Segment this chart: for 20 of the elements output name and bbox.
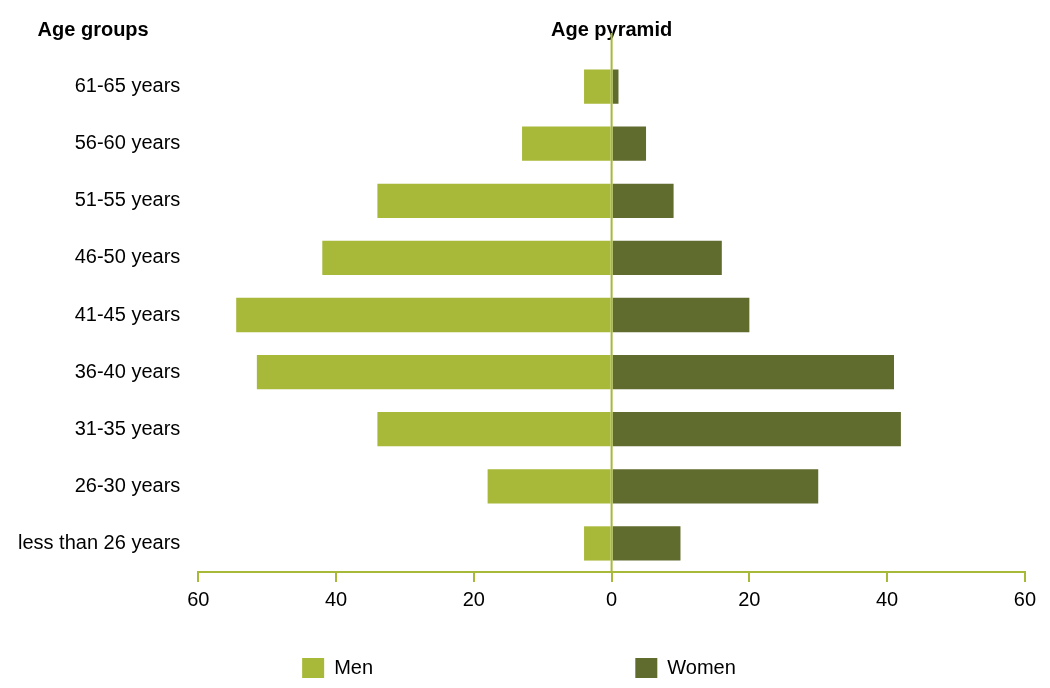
y-tick-label: 41-45 years — [74, 302, 181, 325]
chart-title: Age pyramid — [551, 18, 673, 40]
x-tick-label: 60 — [187, 587, 210, 610]
legend-label: Women — [667, 655, 736, 678]
y-tick-label: 51-55 years — [74, 188, 181, 211]
x-tick-label: 20 — [738, 587, 761, 610]
x-tick-label: 60 — [1013, 587, 1036, 610]
y-tick-label: 46-50 years — [74, 245, 181, 268]
y-tick-label: 31-35 years — [74, 416, 181, 439]
x-tick-label: 20 — [462, 587, 485, 610]
legend-label: Men — [334, 655, 596, 678]
y-tick-label: 36-40 years — [74, 359, 181, 382]
x-tick-label: 40 — [324, 587, 348, 610]
y-axis-title: Age groups — [37, 18, 149, 40]
y-tick-label: less than 26 years — [17, 530, 181, 553]
x-tick-label: 0 — [606, 587, 618, 610]
y-tick-label: 56-60 years — [74, 131, 181, 154]
y-tick-label: 61-65 years — [74, 74, 181, 97]
y-tick-label: 26-30 years — [74, 473, 181, 496]
x-tick-label: 40 — [875, 587, 899, 610]
